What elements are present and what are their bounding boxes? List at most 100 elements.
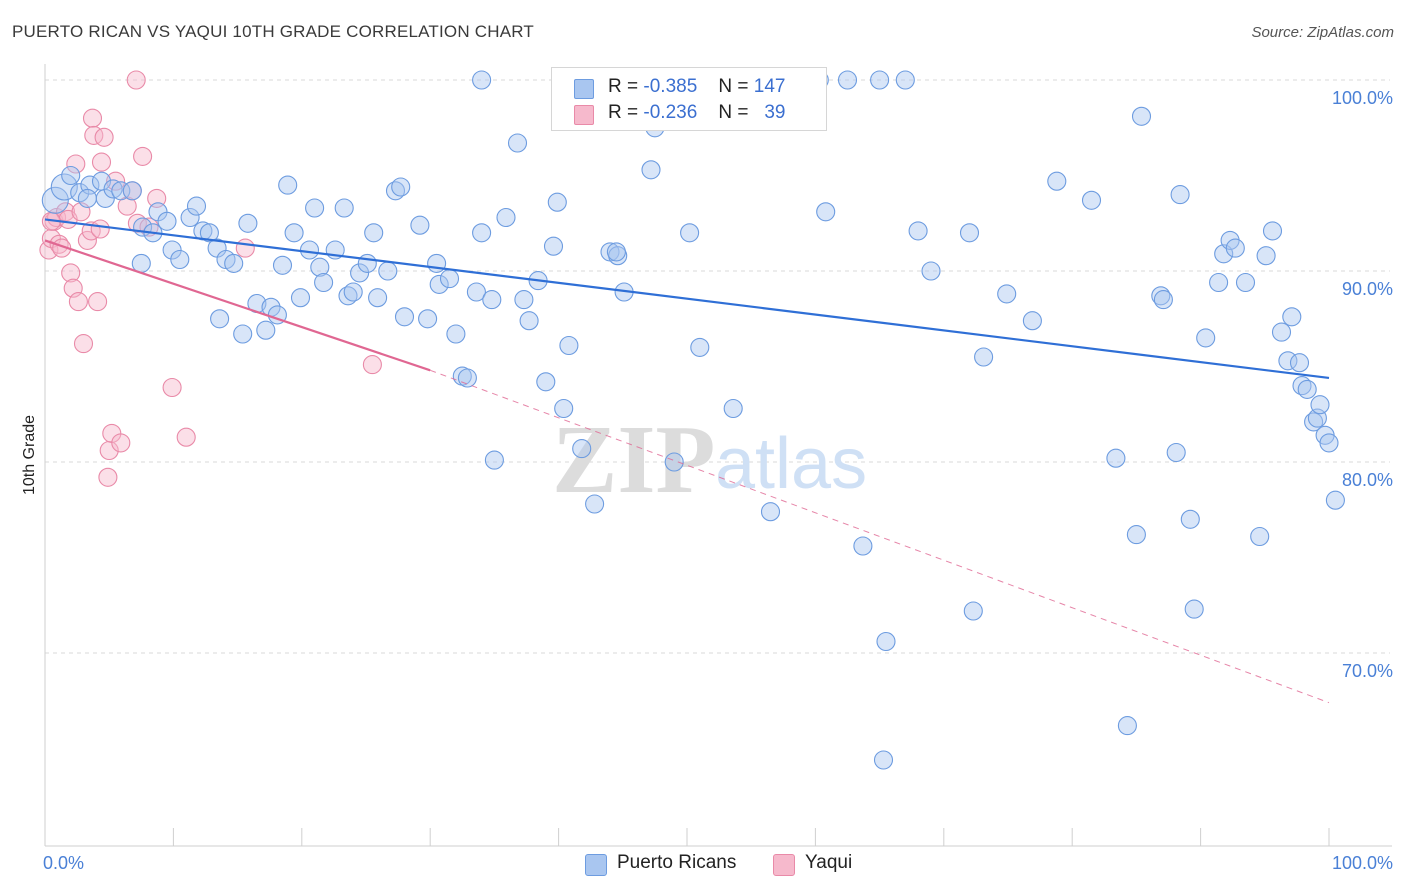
data-point-puerto-ricans: [466, 282, 486, 302]
data-point-puerto-ricans: [256, 320, 276, 340]
data-point-puerto-ricans: [278, 175, 298, 195]
data-point-puerto-ricans: [873, 750, 894, 770]
y-tick-label: 80.0%: [1342, 470, 1393, 490]
data-point-puerto-ricans: [472, 223, 492, 243]
data-point-puerto-ricans: [536, 372, 556, 392]
trend-line-puerto-ricans: [44, 218, 1330, 380]
data-point-puerto-ricans: [103, 179, 123, 199]
data-point-puerto-ricans: [680, 223, 700, 243]
data-point-puerto-ricans: [180, 207, 200, 228]
data-point-puerto-ricans: [543, 236, 564, 256]
data-point-puerto-ricans: [1262, 221, 1283, 241]
watermark-zip: ZIP: [552, 406, 715, 514]
legend-r-value: -0.385: [643, 76, 698, 97]
data-point-puerto-ricans: [199, 223, 219, 243]
data-point-puerto-ricans: [1126, 525, 1146, 545]
data-point-yaqui: [90, 219, 110, 239]
watermark-atlas: atlas: [715, 424, 867, 504]
data-point-puerto-ricans: [519, 311, 539, 331]
data-point-puerto-ricans: [334, 198, 354, 218]
data-point-puerto-ricans: [547, 192, 567, 212]
data-point-puerto-ricans: [378, 261, 398, 281]
data-point-puerto-ricans: [210, 309, 230, 329]
data-point-puerto-ricans: [1153, 290, 1173, 310]
legend-n-value: 39: [764, 102, 786, 123]
data-point-puerto-ricans: [77, 188, 97, 208]
data-point-puerto-ricans: [429, 274, 449, 294]
legend-n-value: 147: [753, 76, 786, 97]
data-point-puerto-ricans: [1170, 185, 1190, 205]
x-tick-label: 0.0%: [43, 853, 84, 873]
data-point-puerto-ricans: [1106, 448, 1126, 468]
gridlines: [45, 79, 1390, 654]
data-point-puerto-ricans: [122, 181, 142, 201]
data-point-puerto-ricans: [1292, 376, 1312, 396]
legend-swatch-pink: [773, 854, 795, 876]
data-point-yaqui: [55, 202, 76, 222]
data-point-puerto-ricans: [921, 261, 941, 281]
data-point-puerto-ricans: [496, 207, 516, 228]
y-tick-label: 100.0%: [1332, 88, 1393, 108]
data-point-puerto-ricans: [186, 196, 207, 216]
data-point-yaqui: [127, 213, 147, 233]
data-point-puerto-ricans: [837, 70, 858, 90]
data-point-puerto-ricans: [418, 309, 438, 329]
data-point-puerto-ricans: [514, 290, 534, 310]
legend-label: Puerto Ricans: [617, 852, 737, 873]
data-point-puerto-ricans: [1235, 272, 1256, 293]
data-point-puerto-ricans: [1304, 412, 1324, 432]
data-point-puerto-ricans: [472, 70, 492, 90]
data-point-yaqui: [133, 146, 153, 166]
data-point-puerto-ricans: [1047, 171, 1067, 191]
trend-lines: [44, 218, 1330, 704]
data-point-puerto-ricans: [350, 263, 370, 283]
data-point-yaqui: [111, 433, 131, 453]
data-point-yaqui: [68, 292, 88, 312]
data-point-puerto-ricans: [1196, 328, 1216, 348]
legend-r-label: R =: [608, 76, 639, 97]
data-point-puerto-ricans: [816, 202, 836, 222]
data-point-puerto-ricans: [760, 502, 781, 522]
data-point-yaqui: [88, 292, 108, 312]
data-point-puerto-ricans: [170, 249, 190, 270]
data-point-puerto-ricans: [1325, 490, 1345, 510]
data-point-puerto-ricans: [1225, 238, 1245, 258]
data-point-puerto-ricans: [554, 398, 574, 419]
legend-swatch-pink: [574, 105, 594, 125]
data-point-puerto-ricans: [1319, 433, 1339, 453]
data-point-puerto-ricans: [1081, 190, 1102, 210]
data-point-puerto-ricans: [299, 240, 320, 260]
data-point-puerto-ricans: [284, 223, 304, 243]
data-point-puerto-ricans: [963, 601, 983, 621]
data-point-puerto-ricans: [997, 284, 1017, 304]
x-tick-label: 100.0%: [1332, 853, 1393, 873]
data-point-puerto-ricans: [908, 221, 928, 241]
data-point-puerto-ricans: [111, 181, 131, 201]
data-point-yaqui: [362, 355, 382, 375]
data-point-puerto-ricans: [427, 253, 447, 273]
data-point-puerto-ricans: [507, 133, 528, 153]
data-point-puerto-ricans: [385, 181, 406, 201]
data-point-puerto-ricans: [272, 255, 293, 275]
y-tick-label: 70.0%: [1342, 661, 1393, 681]
data-point-puerto-ricans: [585, 494, 605, 514]
data-point-puerto-ricans: [310, 257, 330, 277]
data-point-yaqui: [77, 230, 97, 250]
data-point-yaqui: [82, 108, 103, 128]
legend-r-value: -0.236: [643, 102, 698, 123]
legend-n-label: N =: [718, 102, 749, 123]
data-point-puerto-ricans: [641, 160, 661, 180]
data-point-puerto-ricans: [895, 70, 915, 90]
legend-n-label: N =: [718, 76, 749, 97]
legend-r-label: R =: [608, 102, 639, 123]
data-point-yaqui: [98, 467, 118, 487]
y-tick-labels: 100.0% 90.0% 80.0% 70.0%: [1332, 88, 1393, 681]
data-point-puerto-ricans: [664, 452, 684, 472]
data-point-puerto-ricans: [224, 253, 244, 273]
data-point-puerto-ricans: [1117, 716, 1137, 736]
data-point-puerto-ricans: [61, 165, 81, 186]
x-tick-labels: 0.0% 100.0%: [43, 853, 1393, 873]
trend-line-yaqui: [44, 239, 431, 372]
data-point-puerto-ricans: [1297, 379, 1317, 399]
data-point-yaqui: [61, 263, 81, 283]
